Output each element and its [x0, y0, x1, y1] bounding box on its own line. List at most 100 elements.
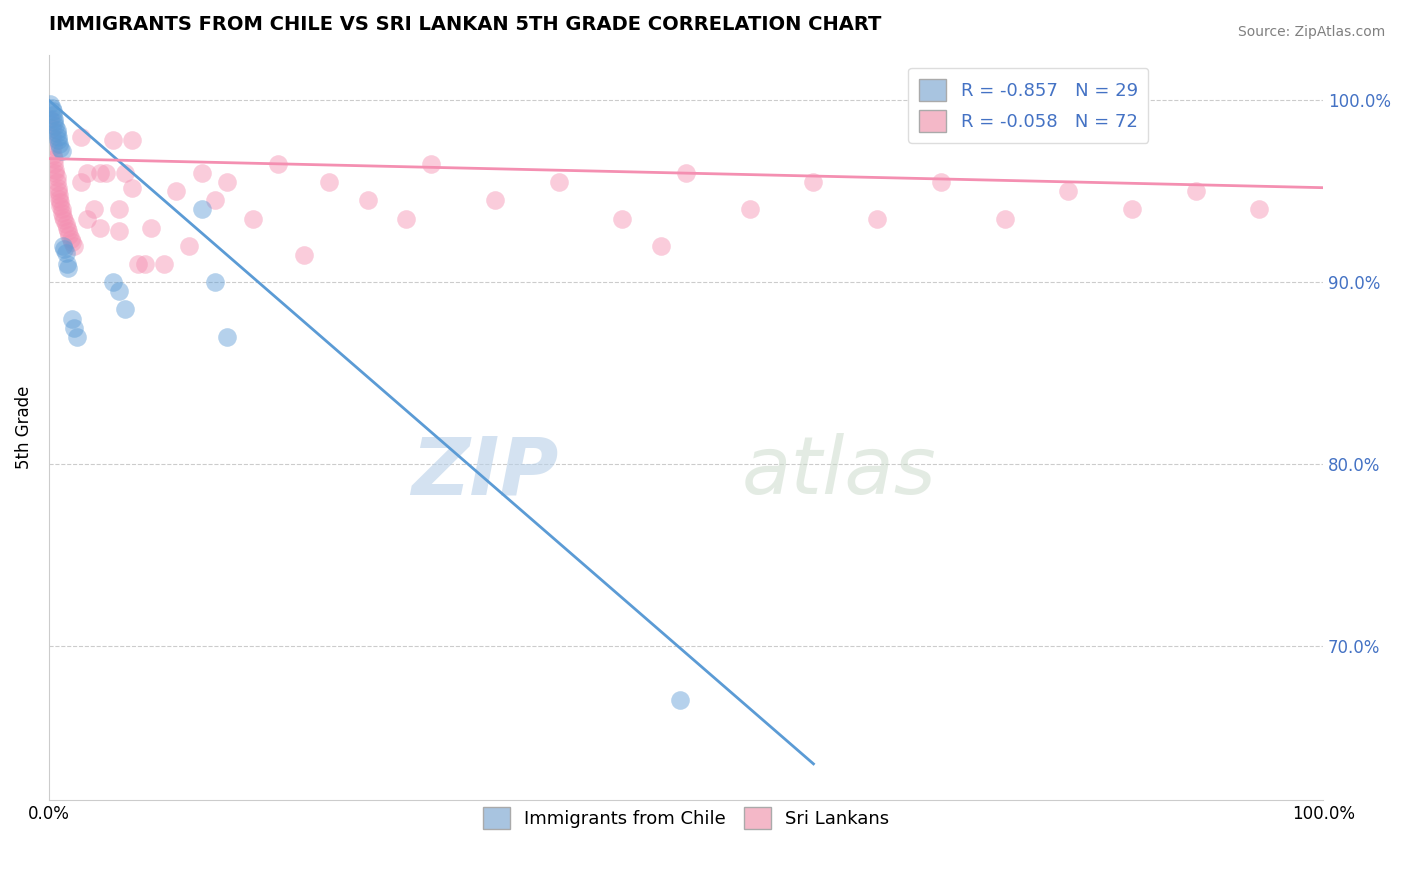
Point [217, 175, 239, 189]
Point [204, 194, 226, 208]
Point [292, 248, 315, 262]
Point [547, 175, 569, 189]
Point [45, 122, 67, 136]
Point [179, 239, 201, 253]
Point [121, 133, 143, 147]
Point [191, 166, 214, 180]
Point [204, 275, 226, 289]
Point [42, 152, 65, 166]
Point [929, 175, 952, 189]
Point [83, 202, 105, 217]
Point [866, 211, 889, 226]
Point [1184, 184, 1206, 198]
Point [41, 101, 63, 115]
Text: Source: ZipAtlas.com: Source: ZipAtlas.com [1237, 25, 1385, 39]
Point [45, 175, 67, 189]
Point [1121, 202, 1143, 217]
Point [55, 217, 77, 231]
Point [42, 115, 65, 129]
Point [121, 180, 143, 194]
Point [46, 184, 69, 198]
Point [48, 188, 70, 202]
Point [58, 227, 80, 242]
Point [101, 275, 124, 289]
Point [612, 211, 634, 226]
Point [66, 329, 89, 343]
Point [51, 206, 73, 220]
Point [63, 320, 86, 334]
Point [56, 257, 79, 271]
Point [42, 157, 65, 171]
Point [52, 239, 75, 253]
Point [49, 141, 72, 155]
Point [42, 112, 65, 126]
Point [420, 157, 443, 171]
Point [650, 239, 672, 253]
Point [56, 224, 79, 238]
Point [114, 166, 136, 180]
Text: atlas: atlas [741, 434, 936, 511]
Point [803, 175, 825, 189]
Point [42, 104, 65, 119]
Point [395, 211, 418, 226]
Point [53, 213, 76, 227]
Point [1057, 184, 1080, 198]
Y-axis label: 5th Grade: 5th Grade [15, 386, 32, 469]
Point [108, 224, 131, 238]
Point [63, 239, 86, 253]
Point [45, 126, 67, 140]
Legend: Immigrants from Chile, Sri Lankans: Immigrants from Chile, Sri Lankans [475, 799, 897, 836]
Point [39, 112, 62, 126]
Point [45, 169, 67, 184]
Point [484, 194, 506, 208]
Point [152, 257, 174, 271]
Point [108, 285, 131, 299]
Point [134, 257, 156, 271]
Point [44, 166, 66, 180]
Point [675, 166, 697, 180]
Point [46, 133, 69, 147]
Point [139, 220, 162, 235]
Point [127, 257, 149, 271]
Point [242, 211, 264, 226]
Point [59, 231, 82, 245]
Point [69, 175, 91, 189]
Point [41, 129, 63, 144]
Text: IMMIGRANTS FROM CHILE VS SRI LANKAN 5TH GRADE CORRELATION CHART: IMMIGRANTS FROM CHILE VS SRI LANKAN 5TH … [49, 15, 882, 34]
Point [76, 211, 98, 226]
Point [318, 175, 340, 189]
Point [55, 246, 77, 260]
Point [114, 302, 136, 317]
Point [49, 199, 72, 213]
Point [46, 180, 69, 194]
Point [46, 129, 69, 144]
Point [52, 210, 75, 224]
Point [96, 166, 118, 180]
Point [668, 693, 690, 707]
Point [51, 145, 73, 159]
Point [41, 120, 63, 135]
Point [76, 166, 98, 180]
Point [267, 157, 290, 171]
Point [51, 202, 73, 217]
Point [39, 97, 62, 112]
Point [60, 311, 83, 326]
Point [165, 184, 187, 198]
Point [89, 166, 111, 180]
Point [42, 108, 65, 122]
Point [56, 260, 79, 275]
Point [191, 202, 214, 217]
Text: ZIP: ZIP [412, 434, 558, 511]
Point [42, 148, 65, 162]
Point [56, 220, 79, 235]
Point [42, 139, 65, 153]
Point [48, 137, 70, 152]
Point [108, 202, 131, 217]
Point [738, 202, 761, 217]
Point [44, 162, 66, 177]
Point [53, 243, 76, 257]
Point [49, 195, 72, 210]
Point [1249, 202, 1271, 217]
Point [69, 129, 91, 144]
Point [994, 211, 1017, 226]
